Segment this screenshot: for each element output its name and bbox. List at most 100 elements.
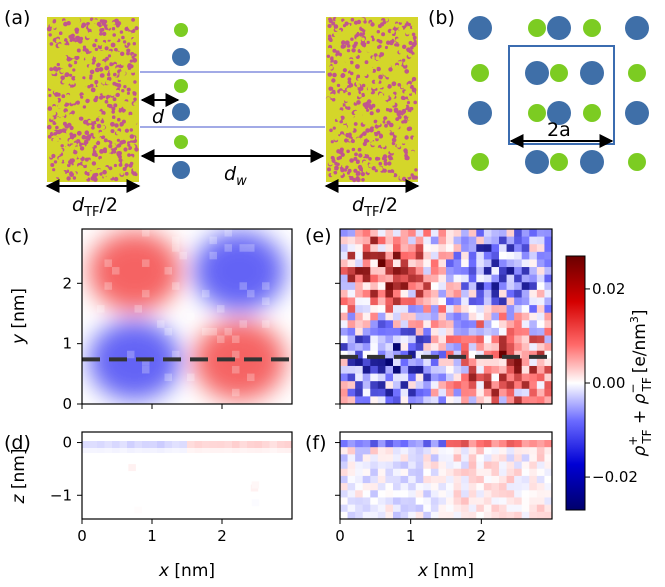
heatmap-cell <box>544 343 553 352</box>
heatmap-cell <box>499 388 507 397</box>
dtf-label-right: dTF/2 <box>352 194 398 220</box>
tf-particle <box>63 159 68 164</box>
tf-particle <box>72 176 77 180</box>
heatmap-cell <box>438 365 447 374</box>
tf-particle <box>62 121 67 126</box>
heatmap-cell <box>370 475 379 484</box>
heatmap-cell <box>536 440 545 448</box>
heatmap-cell <box>438 236 447 245</box>
heatmap-cell <box>385 461 394 470</box>
tf-particle <box>330 82 335 87</box>
heatmap-cell <box>529 229 538 238</box>
heatmap-cell <box>362 350 371 359</box>
heatmap-cell <box>423 396 432 405</box>
heatmap-cell <box>355 335 364 344</box>
heatmap-cell <box>468 305 477 314</box>
tf-particle <box>359 134 363 138</box>
heatmap-cell <box>377 440 386 448</box>
heatmap-cell <box>514 475 523 484</box>
heatmap-cell <box>529 350 538 359</box>
heatmap-cell <box>377 365 386 374</box>
heatmap-cell <box>370 335 379 344</box>
tf-particle <box>336 130 341 135</box>
heatmap-cell <box>423 327 432 336</box>
heatmap-cell <box>370 236 379 245</box>
panel-label-d: (d) <box>4 432 31 454</box>
heatmap-cell <box>362 490 371 498</box>
tf-particle <box>396 33 400 37</box>
heatmap-cell <box>347 259 356 268</box>
tf-particle <box>402 30 406 34</box>
tf-particle <box>85 49 90 55</box>
z-axis-label: z [nm] <box>9 449 29 505</box>
tf-particle <box>392 87 397 91</box>
tf-particle <box>333 32 337 37</box>
heatmap-cell <box>408 365 417 374</box>
tf-particle <box>58 124 64 130</box>
heatmap-cell <box>453 229 462 238</box>
tf-particle <box>106 72 111 77</box>
tf-particle <box>387 46 393 51</box>
heatmap-cell <box>529 236 538 245</box>
heatmap-cell <box>355 490 364 498</box>
heatmap-cell <box>355 511 364 520</box>
heatmap-cell <box>514 350 523 359</box>
heatmap-cell <box>446 305 454 314</box>
tf-particle <box>336 40 342 45</box>
heatmap-cell <box>430 497 439 506</box>
tf-particle <box>101 125 106 130</box>
heatmap-c: 012 y [nm] <box>9 228 293 413</box>
tf-particle <box>402 19 407 24</box>
heatmap-cell <box>370 259 379 268</box>
tf-particle <box>122 80 127 86</box>
tf-particle <box>396 57 400 61</box>
heatmap-cell <box>239 244 247 252</box>
tf-particle <box>366 111 370 116</box>
tf-particle <box>89 83 94 88</box>
heatmap-cell <box>393 312 401 321</box>
heatmap-cell <box>377 305 386 314</box>
heatmap-cell <box>340 365 348 374</box>
heatmap-cell <box>408 440 417 448</box>
heatmap-cell <box>400 468 409 477</box>
heatmap-cell <box>499 297 507 306</box>
heatmap-cell <box>476 365 485 374</box>
tf-particle <box>76 48 81 53</box>
heatmap-cell <box>491 350 500 359</box>
tf-particle <box>47 124 52 130</box>
heatmap-cell <box>521 447 530 455</box>
tf-particle <box>361 24 366 29</box>
tf-particle <box>367 81 373 87</box>
heatmap-cell <box>400 454 409 462</box>
heatmap-cell <box>393 365 401 374</box>
tf-particle <box>404 135 409 140</box>
y-tick-label: 0 <box>62 395 72 413</box>
tf-particle <box>347 85 351 89</box>
heatmap-cell <box>430 274 439 283</box>
tf-particle <box>402 77 406 81</box>
heatmap-cell <box>483 289 492 298</box>
tf-particle <box>339 119 344 124</box>
tf-particle <box>356 74 361 79</box>
tf-particle <box>328 161 333 166</box>
heatmap-cell <box>544 327 553 336</box>
tf-particle <box>69 149 74 154</box>
heatmap-cell <box>149 448 158 453</box>
tf-particle <box>349 158 354 163</box>
tf-particle <box>371 37 375 42</box>
tf-particle <box>411 92 416 96</box>
heatmap-cell <box>491 373 500 382</box>
tf-particle <box>50 100 54 105</box>
tf-particle <box>105 56 109 61</box>
heatmap-cell <box>430 244 439 253</box>
heatmap-cell <box>491 259 500 268</box>
heatmap-cell <box>347 327 356 336</box>
heatmap-cell <box>247 404 255 412</box>
heatmap-cell <box>355 447 364 455</box>
heatmap-cell <box>476 274 485 283</box>
heatmap-cell <box>370 447 379 455</box>
heatmap-cell <box>446 251 454 260</box>
tf-particle <box>66 176 71 181</box>
heatmap-cell <box>355 312 364 321</box>
heatmap-cell <box>347 335 356 344</box>
